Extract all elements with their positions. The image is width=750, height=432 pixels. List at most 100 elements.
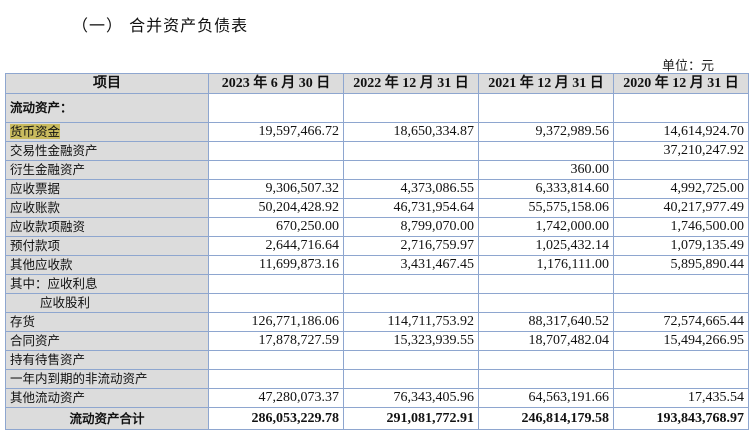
value-cell xyxy=(343,350,479,370)
value-cell xyxy=(478,274,614,294)
value-cell: 50,204,428.92 xyxy=(208,198,344,218)
row-label: 应收账款 xyxy=(5,198,209,218)
section-label: 流动资产： xyxy=(5,93,209,123)
row-label-text: 预付款项 xyxy=(10,238,61,253)
row-label: 应收票据 xyxy=(5,179,209,199)
row-label-text: 其他应收款 xyxy=(10,257,73,272)
row-label: 货币资金 xyxy=(5,122,209,142)
value-cell: 46,731,954.64 xyxy=(343,198,479,218)
table-row: 其中：应收利息 xyxy=(5,274,749,294)
total-row: 流动资产合计 286,053,229.78 291,081,772.91 246,81… xyxy=(5,407,749,430)
table-row: 应收股利 xyxy=(5,293,749,313)
value-cell: 246,814,179.58 xyxy=(478,407,614,430)
value-cell: 17,435.54 xyxy=(613,388,749,408)
value-cell: 360.00 xyxy=(478,160,614,180)
value-cell xyxy=(613,350,749,370)
value-cell: 40,217,977.49 xyxy=(613,198,749,218)
value-cell: 72,574,665.44 xyxy=(613,312,749,332)
row-label-text: 持有待售资产 xyxy=(10,352,86,367)
value-cell xyxy=(208,141,344,161)
value-cell: 4,992,725.00 xyxy=(613,179,749,199)
value-cell: 126,771,186.06 xyxy=(208,312,344,332)
value-cell: 64,563,191.66 xyxy=(478,388,614,408)
header-item: 项目 xyxy=(5,73,209,94)
header-2022-12-31: 2022 年 12 月 31 日 xyxy=(343,73,479,94)
unit-label: 单位：元 xyxy=(661,59,714,74)
header-2021-12-31: 2021 年 12 月 31 日 xyxy=(478,73,614,94)
row-label-text: 流动资产合计 xyxy=(69,410,145,426)
row-label-text: 存货 xyxy=(10,314,36,329)
value-cell xyxy=(208,293,344,313)
value-cell: 1,025,432.14 xyxy=(478,236,614,256)
value-cell: 76,343,405.96 xyxy=(343,388,479,408)
value-cell: 193,843,768.97 xyxy=(613,407,749,430)
value-cell xyxy=(208,274,344,294)
row-label-text: 合同资产 xyxy=(10,333,61,348)
value-cell xyxy=(208,369,344,389)
value-cell xyxy=(613,293,749,313)
table-row: 其他应收款 11,699,873.16 3,431,467.45 1,176,111.… xyxy=(5,255,749,275)
section-title: （一） 合并资产负债表 xyxy=(72,16,249,35)
row-label-text: 其中：应收利息 xyxy=(10,276,98,291)
value-cell xyxy=(613,369,749,389)
value-cell: 4,373,086.55 xyxy=(343,179,479,199)
value-cell: 291,081,772.91 xyxy=(343,407,479,430)
row-label: 流动资产合计 xyxy=(5,407,209,430)
value-cell xyxy=(208,160,344,180)
value-cell: 17,878,727.59 xyxy=(208,331,344,351)
value-cell xyxy=(478,369,614,389)
value-cell: 1,742,000.00 xyxy=(478,217,614,237)
value-cell: 5,895,890.44 xyxy=(613,255,749,275)
value-cell: 14,614,924.70 xyxy=(613,122,749,142)
value-cell: 8,799,070.00 xyxy=(343,217,479,237)
value-cell: 55,575,158.06 xyxy=(478,198,614,218)
table-row: 一年内到期的非流动资产 xyxy=(5,369,749,389)
table-row: 货币资金 19,597,466.72 18,650,334.87 9,372,989.… xyxy=(5,122,749,142)
row-label-text: 应收股利 xyxy=(40,295,91,310)
row-label: 其他流动资产 xyxy=(5,388,209,408)
value-cell xyxy=(343,160,479,180)
header-row: 项目 2023 年 6 月 30 日 2022 年 12 月 31 日 2021… xyxy=(5,73,749,94)
value-cell xyxy=(343,141,479,161)
row-label: 合同资产 xyxy=(5,331,209,351)
row-label-text: 应收票据 xyxy=(10,181,61,196)
value-cell: 15,494,266.95 xyxy=(613,331,749,351)
value-cell xyxy=(343,369,479,389)
value-cell: 9,306,507.32 xyxy=(208,179,344,199)
row-label-text: 应收款项融资 xyxy=(10,219,86,234)
value-cell xyxy=(208,350,344,370)
value-cell: 6,333,814.60 xyxy=(478,179,614,199)
table-row: 持有待售资产 xyxy=(5,350,749,370)
value-cell xyxy=(343,293,479,313)
table-row: 应收款项融资 670,250.00 8,799,070.00 1,742,000.00… xyxy=(5,217,749,237)
value-cell: 1,746,500.00 xyxy=(613,217,749,237)
value-cell: 18,707,482.04 xyxy=(478,331,614,351)
value-cell xyxy=(478,293,614,313)
value-cell xyxy=(613,274,749,294)
value-cell: 47,280,073.37 xyxy=(208,388,344,408)
header-2020-12-31: 2020 年 12 月 31 日 xyxy=(613,73,749,94)
row-label: 应收款项融资 xyxy=(5,217,209,237)
row-label: 其中：应收利息 xyxy=(5,274,209,294)
row-label: 预付款项 xyxy=(5,236,209,256)
value-cell: 1,079,135.49 xyxy=(613,236,749,256)
table-row: 交易性金融资产 37,210,247.92 xyxy=(5,141,749,161)
row-label: 其他应收款 xyxy=(5,255,209,275)
value-cell: 37,210,247.92 xyxy=(613,141,749,161)
value-cell: 1,176,111.00 xyxy=(478,255,614,275)
row-label-text: 其他流动资产 xyxy=(10,390,86,405)
value-cell: 114,711,753.92 xyxy=(343,312,479,332)
value-cell: 670,250.00 xyxy=(208,217,344,237)
section-row: 流动资产： xyxy=(5,93,749,123)
value-cell: 9,372,989.56 xyxy=(478,122,614,142)
value-cell: 2,644,716.64 xyxy=(208,236,344,256)
value-cell xyxy=(343,274,479,294)
value-cell: 11,699,873.16 xyxy=(208,255,344,275)
value-cell: 2,716,759.97 xyxy=(343,236,479,256)
value-cell xyxy=(478,141,614,161)
row-label-text: 一年内到期的非流动资产 xyxy=(10,371,148,386)
table-row: 预付款项 2,644,716.64 2,716,759.97 1,025,432.14… xyxy=(5,236,749,256)
value-cell: 15,323,939.55 xyxy=(343,331,479,351)
row-label: 应收股利 xyxy=(5,293,209,313)
value-cell: 19,597,466.72 xyxy=(208,122,344,142)
